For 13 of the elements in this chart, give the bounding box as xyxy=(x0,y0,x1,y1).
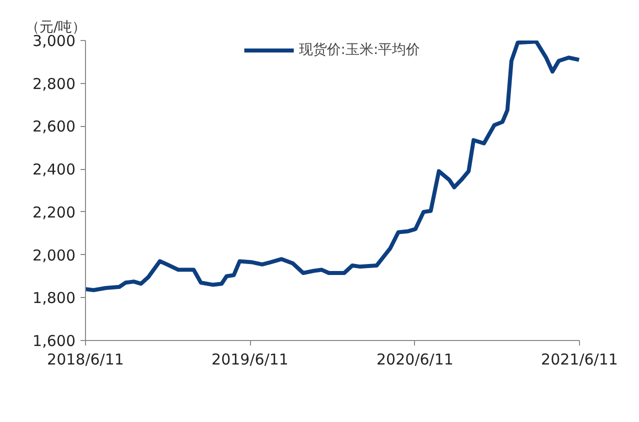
y-tick-label: 2,800 xyxy=(32,74,76,93)
y-tick-label: 1,600 xyxy=(32,332,76,350)
legend-label: 现货价:玉米:平均价 xyxy=(298,41,420,59)
y-tick-label: 2,600 xyxy=(32,118,76,136)
y-tick-label: 2,400 xyxy=(32,160,76,179)
x-tick-label: 2020/6/11 xyxy=(376,350,454,368)
y-tick-label: 1,800 xyxy=(32,289,76,308)
x-tick-label: 2018/6/11 xyxy=(47,350,124,368)
y-tick-label: 2,200 xyxy=(32,203,76,222)
x-tick-label: 2021/6/11 xyxy=(541,350,618,368)
y-tick-label: 2,000 xyxy=(32,246,76,264)
line-series xyxy=(86,40,580,292)
x-tick-label: 2019/6/11 xyxy=(212,350,288,368)
